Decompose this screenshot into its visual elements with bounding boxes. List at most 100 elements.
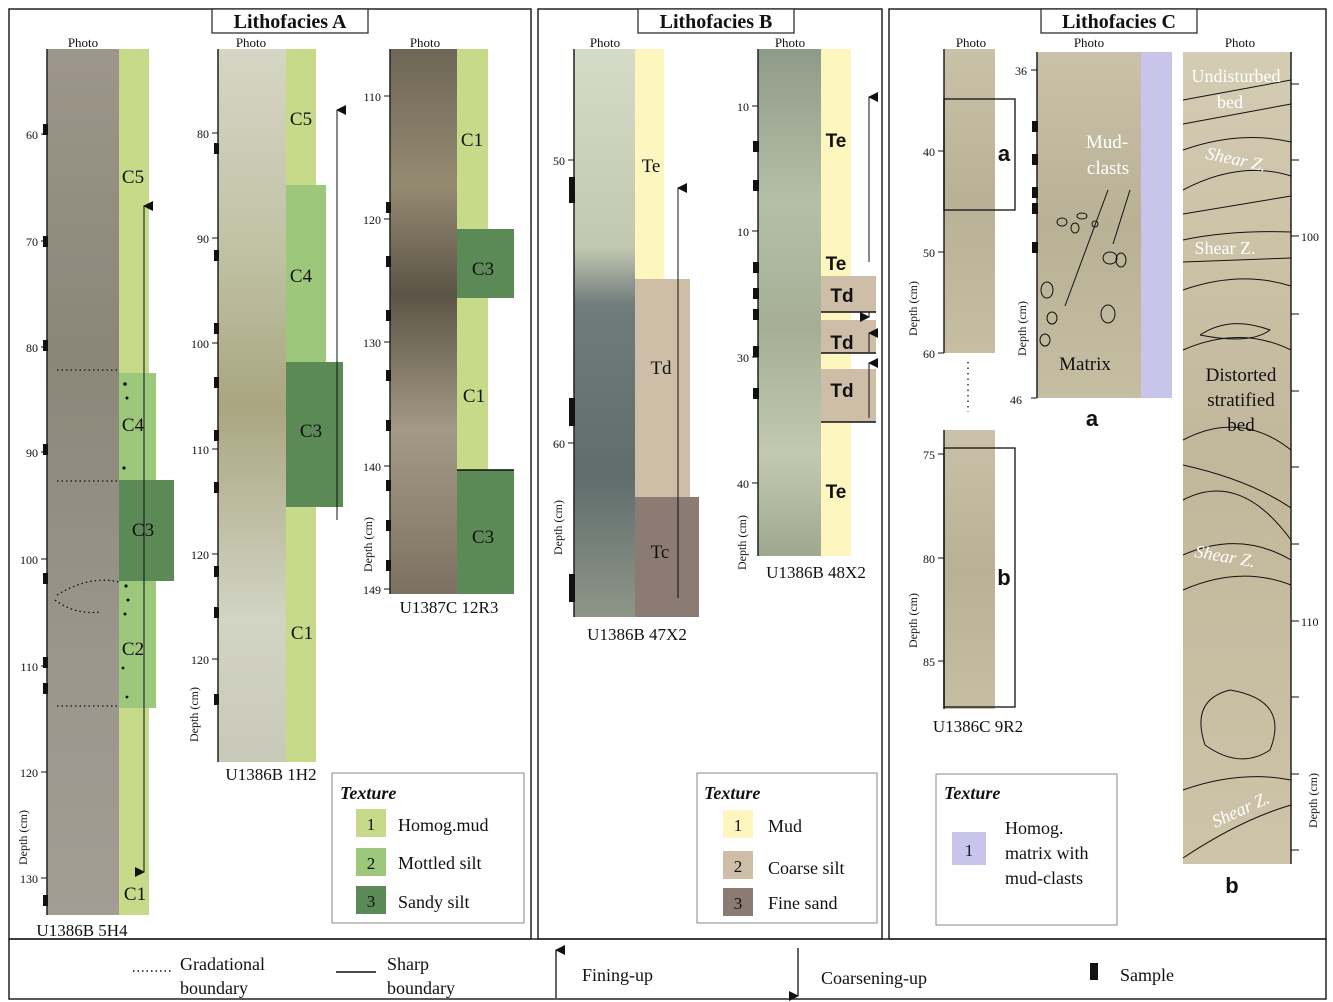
label-mud-clasts-2: clasts bbox=[1087, 158, 1129, 179]
depth-tick-label: 110 bbox=[363, 90, 381, 104]
depth-tick-label: 120 bbox=[191, 548, 209, 562]
legend-fining-up: Fining-up bbox=[582, 965, 653, 985]
sample-marks-a2 bbox=[214, 143, 219, 705]
mud-clast-outlines bbox=[1039, 189, 1131, 347]
legend-title: Texture bbox=[704, 783, 760, 803]
sample-symbol bbox=[1090, 963, 1098, 980]
depth-tick-label: 120 bbox=[363, 213, 381, 227]
zoom-box-label-b: b bbox=[997, 565, 1010, 590]
legend-swatch-homog-matrix bbox=[952, 832, 986, 865]
unit-label-te: Te bbox=[826, 254, 847, 275]
depth-ticks-a3 bbox=[384, 95, 390, 590]
label-bed: bed bbox=[1227, 415, 1255, 436]
texture-coarse-silt bbox=[821, 320, 876, 353]
legend-label: Mottled silt bbox=[398, 853, 482, 873]
photo-label: Photo bbox=[956, 35, 986, 50]
depth-tick-label: 80 bbox=[923, 552, 935, 566]
core-photo-u1386b-5h4 bbox=[47, 49, 119, 915]
unit-label-c2: C2 bbox=[122, 639, 144, 660]
legend-label-line: Homog. bbox=[1005, 818, 1064, 838]
depth-tick-label: 110 bbox=[20, 660, 38, 674]
panel-c-title: Lithofacies C bbox=[1062, 11, 1176, 33]
label-mud-clasts-1: Mud- bbox=[1086, 132, 1128, 153]
legend-swatch-coarse-silt bbox=[723, 851, 753, 879]
shear-zone-lines bbox=[1182, 79, 1292, 859]
depth-tick-label: 70 bbox=[26, 235, 38, 249]
depth-tick-label: 50 bbox=[923, 246, 935, 260]
core-name: U1387C 12R3 bbox=[400, 598, 499, 617]
legend-sharp-2: boundary bbox=[387, 978, 455, 998]
unit-label-td: Td bbox=[830, 381, 853, 402]
legend-swatch-fine-sand bbox=[723, 888, 753, 916]
core-photo-u1386c-9r2-bottom bbox=[944, 430, 995, 709]
unit-label-te: Te bbox=[826, 482, 847, 503]
depth-axis-label: Depth (cm) bbox=[187, 687, 201, 742]
photo-label: Photo bbox=[410, 35, 440, 50]
sample-marks-b2 bbox=[753, 141, 759, 399]
unit-label-c3: C3 bbox=[472, 527, 494, 548]
legend-swatch-homog-mud bbox=[356, 809, 386, 837]
depth-tick-label: 100 bbox=[1301, 230, 1319, 244]
depth-tick-label: 130 bbox=[20, 872, 38, 886]
unit-label-c1: C1 bbox=[463, 386, 485, 407]
core-photo-u1386b-48x2 bbox=[758, 49, 821, 556]
unit-label-c3: C3 bbox=[472, 259, 494, 280]
depth-tick-label: 36 bbox=[1015, 64, 1027, 78]
legend-label: Fine sand bbox=[768, 893, 838, 913]
unit-label-c1: C1 bbox=[124, 884, 146, 905]
legend-label: Homog.mud bbox=[398, 815, 489, 835]
legend-label: Coarse silt bbox=[768, 858, 845, 878]
depth-tick-label: 130 bbox=[363, 336, 381, 350]
core-name: U1386B 1H2 bbox=[225, 765, 316, 784]
label-undisturbed: Undisturbed bbox=[1192, 66, 1281, 86]
legend-title: Texture bbox=[340, 783, 396, 803]
sample-marks-a1 bbox=[43, 124, 48, 906]
depth-tick-label: 80 bbox=[197, 127, 209, 141]
legend-num: 3 bbox=[367, 892, 376, 911]
photo-label: Photo bbox=[1074, 35, 1104, 50]
depth-axis-label: Depth (cm) bbox=[551, 500, 565, 555]
depth-ticks-c2 bbox=[1031, 69, 1037, 399]
core-name: U1386B 5H4 bbox=[36, 921, 128, 940]
depth-tick-label: 30 bbox=[737, 351, 749, 365]
depth-tick-label: 90 bbox=[197, 232, 209, 246]
label-distorted: Distorted bbox=[1206, 365, 1277, 386]
legend-num: 2 bbox=[367, 854, 376, 873]
depth-tick-label: 40 bbox=[737, 477, 749, 491]
depth-tick-label: 100 bbox=[191, 337, 209, 351]
depth-tick-label: 60 bbox=[26, 128, 38, 142]
unit-label-tc: Tc bbox=[651, 542, 670, 563]
depth-tick-label: 149 bbox=[363, 583, 381, 597]
texture-sandy-silt bbox=[286, 362, 343, 507]
core-photo-u1386b-47x2 bbox=[574, 49, 635, 617]
depth-ticks-c1-top bbox=[938, 150, 944, 354]
zoom-caption-b: b bbox=[1225, 873, 1238, 898]
core-photo-zoom-b bbox=[1183, 52, 1291, 864]
legend-label-line: mud-clasts bbox=[1005, 868, 1083, 888]
unit-label-c3: C3 bbox=[132, 520, 154, 541]
panel-a-title: Lithofacies A bbox=[234, 11, 347, 33]
label-bed: bed bbox=[1217, 92, 1243, 112]
legend-sharp-1: Sharp bbox=[387, 954, 429, 974]
depth-tick-label: 140 bbox=[363, 460, 381, 474]
legend-num: 2 bbox=[734, 857, 743, 876]
panel-a-title-box bbox=[211, 8, 369, 34]
photo-label: Photo bbox=[590, 35, 620, 50]
photo-label: Photo bbox=[236, 35, 266, 50]
gradational-boundaries-a1 bbox=[54, 369, 120, 707]
depth-tick-label: 46 bbox=[1010, 393, 1022, 407]
depth-ticks-c1-bottom bbox=[938, 453, 944, 662]
photo-label: Photo bbox=[68, 35, 98, 50]
unit-label-te: Te bbox=[642, 156, 661, 177]
depth-axis-label: Depth (cm) bbox=[1015, 301, 1029, 356]
core-name: U1386B 47X2 bbox=[587, 625, 687, 644]
texture-sandy-silt bbox=[457, 470, 514, 594]
depth-ticks-b1 bbox=[568, 159, 574, 444]
texture-coarse-silt bbox=[821, 369, 876, 422]
sample-marks-a3 bbox=[386, 202, 391, 571]
unit-label-c4: C4 bbox=[290, 266, 313, 287]
sample-marks-b1 bbox=[569, 177, 575, 602]
label-shear-zone: Shear Z. bbox=[1195, 238, 1256, 258]
depth-axis-label: Depth (cm) bbox=[906, 593, 920, 648]
core-photo-u1386c-9r2-top bbox=[944, 49, 995, 353]
